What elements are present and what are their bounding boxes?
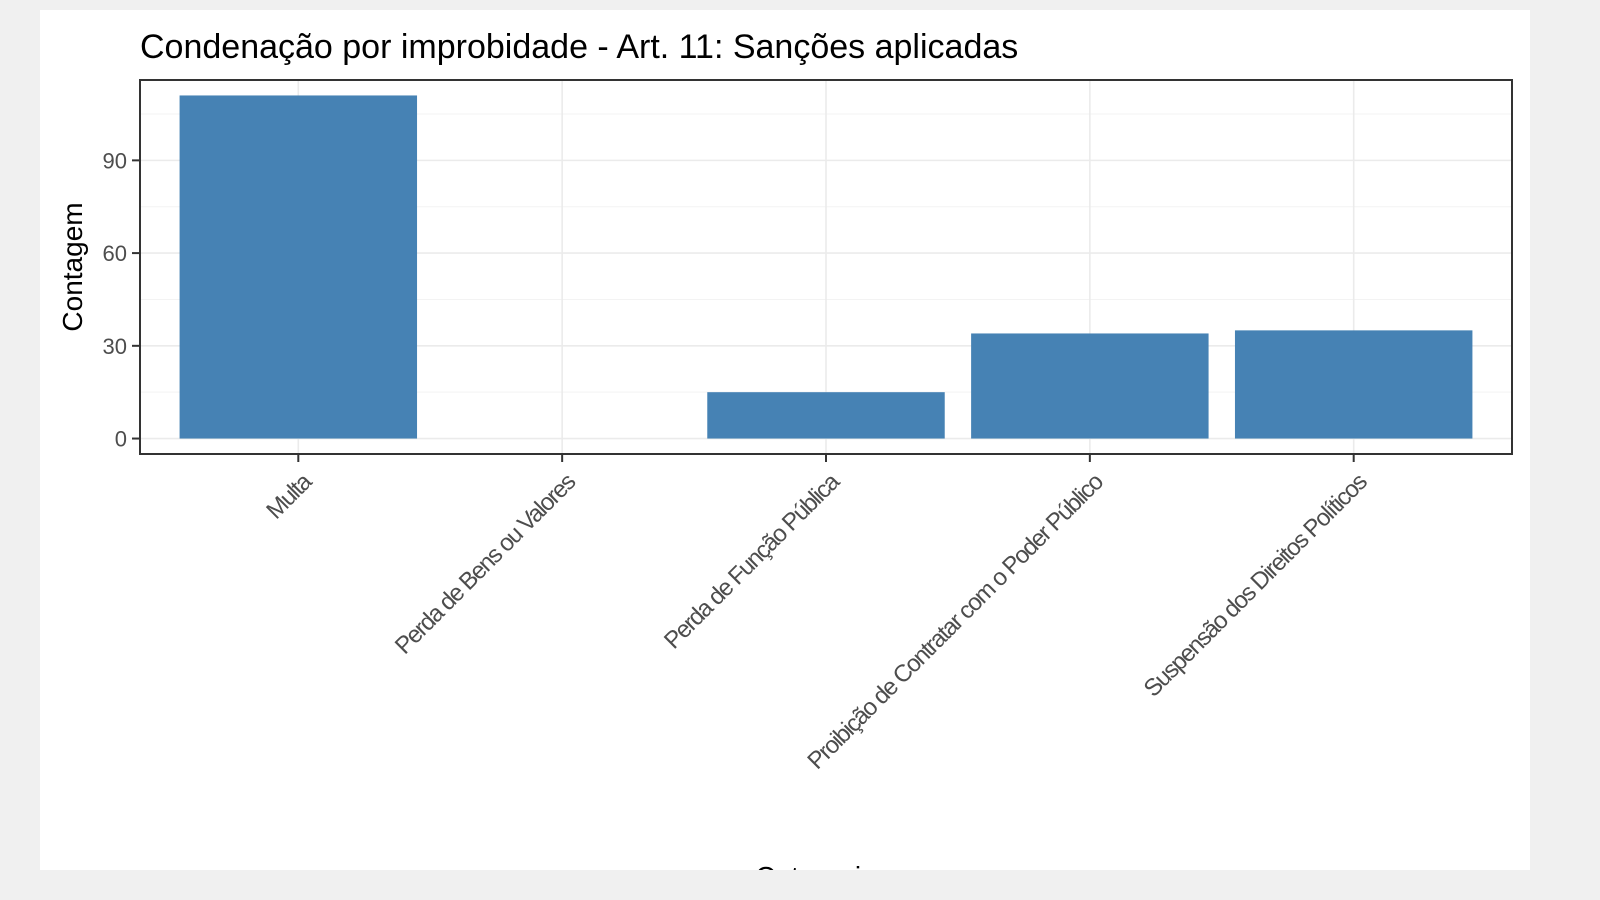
y-tick-label: 60: [103, 241, 127, 266]
bar-3: [971, 333, 1209, 439]
bar-2: [707, 392, 945, 439]
bars: [179, 95, 1473, 439]
x-tick-label: Perda de Função Pública: [659, 468, 846, 655]
chart-title: Condenação por improbidade - Art. 11: Sa…: [140, 28, 1018, 66]
y-tick-label: 30: [103, 334, 127, 359]
bar-4: [1234, 330, 1473, 439]
chart-container: Condenação por improbidade - Art. 11: Sa…: [40, 10, 1530, 870]
x-tick-label: Perda de Bens ou Valores: [390, 468, 582, 660]
y-axis-label: Contagem: [57, 202, 88, 331]
x-tick-label: Multa: [261, 468, 318, 525]
bar-0: [179, 95, 418, 439]
y-tick-label: 0: [115, 427, 127, 452]
x-tick-label: Suspensão dos Direitos Políticos: [1139, 468, 1373, 702]
y-axis: 0 30 60 90: [103, 148, 140, 452]
y-tick-label: 90: [103, 148, 127, 173]
x-tick-label: Proibição de Contratar com o Poder Públi…: [802, 468, 1108, 774]
bar-chart: Condenação por improbidade - Art. 11: Sa…: [57, 28, 1513, 870]
x-axis-label: Categoria: [755, 861, 877, 870]
x-axis: Multa Perda de Bens ou Valores Perda de Fu…: [261, 454, 1373, 775]
